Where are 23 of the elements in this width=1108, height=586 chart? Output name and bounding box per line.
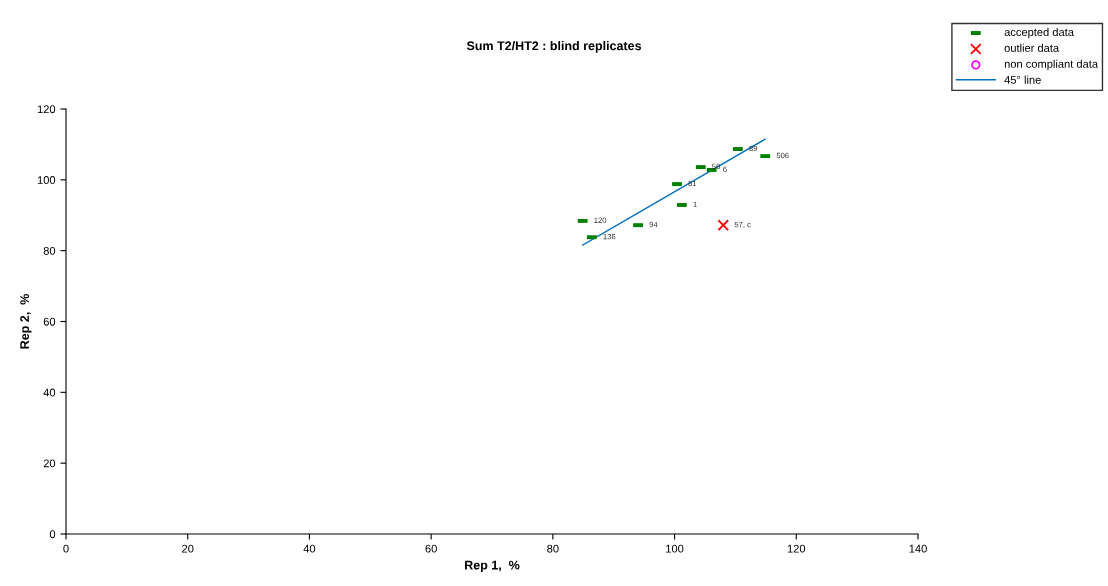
y-tick-label: 40 (43, 388, 56, 397)
x-axis-title: Rep 1, % (465, 560, 520, 572)
x-tick-label: 140 (909, 544, 927, 553)
legend-label: accepted data (1004, 27, 1074, 39)
y-tick-label: 120 (37, 105, 56, 114)
x-tick-label: 60 (425, 544, 437, 553)
y-tick-label: 60 (43, 317, 56, 326)
point (717, 219, 730, 231)
legend-label: non compliant data (1004, 59, 1099, 71)
x-tick-label: 40 (303, 544, 316, 553)
y-tick-label: 20 (43, 459, 56, 468)
y-axis-title: Rep 2, % (20, 294, 32, 349)
x-tick-label: 80 (547, 544, 559, 553)
x-tick-label: 20 (182, 544, 194, 553)
x-tick-label: 120 (787, 544, 806, 553)
y-tick-label: 100 (37, 176, 56, 184)
y-tick-label: 80 (43, 246, 56, 255)
legend-label: outlier data (1004, 43, 1060, 52)
legend-label: 45° line (1004, 75, 1041, 84)
y-tick-label: 0 (49, 530, 56, 539)
x-tick-label: 100 (666, 544, 684, 553)
x-tick-label: 0 (63, 544, 69, 553)
chart-title: Sum T2/HT2 : blind replicates (466, 41, 642, 53)
